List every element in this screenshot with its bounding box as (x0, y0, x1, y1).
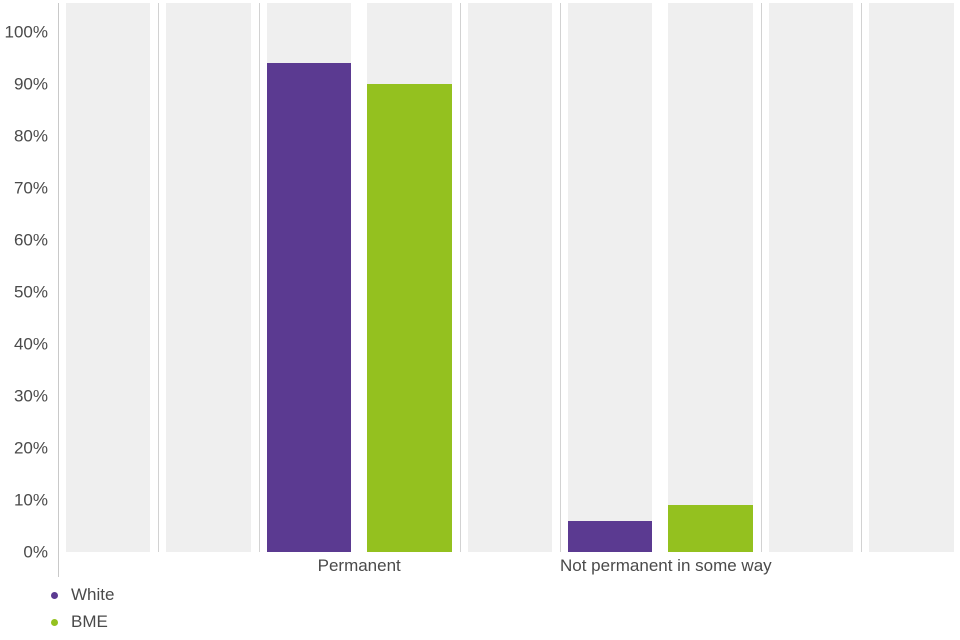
y-axis-tick-label: 70% (13, 178, 48, 198)
bar-white-1[interactable] (266, 62, 352, 552)
category-separator-line (560, 3, 561, 552)
bar-white-2[interactable] (568, 520, 653, 552)
y-axis-tick-label: 10% (13, 490, 48, 510)
background-band (166, 3, 251, 552)
y-axis-tick-label: 80% (13, 126, 48, 146)
category-separator-line (861, 3, 862, 552)
y-axis-line (58, 3, 59, 577)
legend-label: White (71, 585, 115, 604)
legend: White BME (51, 586, 114, 640)
background-band (467, 3, 552, 552)
y-axis-tick-label: 60% (13, 230, 48, 250)
bar-bme-2[interactable] (668, 505, 753, 552)
legend-label: BME (71, 612, 108, 631)
category-separator-line (158, 3, 159, 552)
background-band (66, 3, 151, 552)
y-axis-tick-label: 100% (4, 22, 48, 41)
y-axis-tick-label: 90% (13, 74, 48, 94)
bar-bme-1[interactable] (367, 83, 452, 552)
y-axis-tick-label: 0% (23, 542, 48, 562)
category-label: Not permanent in some way (560, 556, 772, 575)
background-band (869, 3, 954, 552)
y-axis-tick-label: 50% (13, 282, 48, 302)
background-band (768, 3, 854, 552)
y-axis-tick-label: 30% (13, 386, 48, 406)
category-separator-line (259, 3, 260, 552)
legend-marker-icon (51, 618, 58, 626)
legend-item-white[interactable]: White (51, 586, 114, 604)
legend-marker-icon (51, 591, 58, 599)
y-axis-tick-label: 20% (13, 438, 48, 458)
background-band (668, 3, 753, 552)
category-label: Permanent (317, 556, 401, 575)
legend-item-bme[interactable]: BME (51, 613, 114, 631)
y-axis-tick-label: 40% (13, 334, 48, 354)
category-separator-line (761, 3, 762, 552)
category-separator-line (460, 3, 461, 552)
background-band (568, 3, 653, 552)
